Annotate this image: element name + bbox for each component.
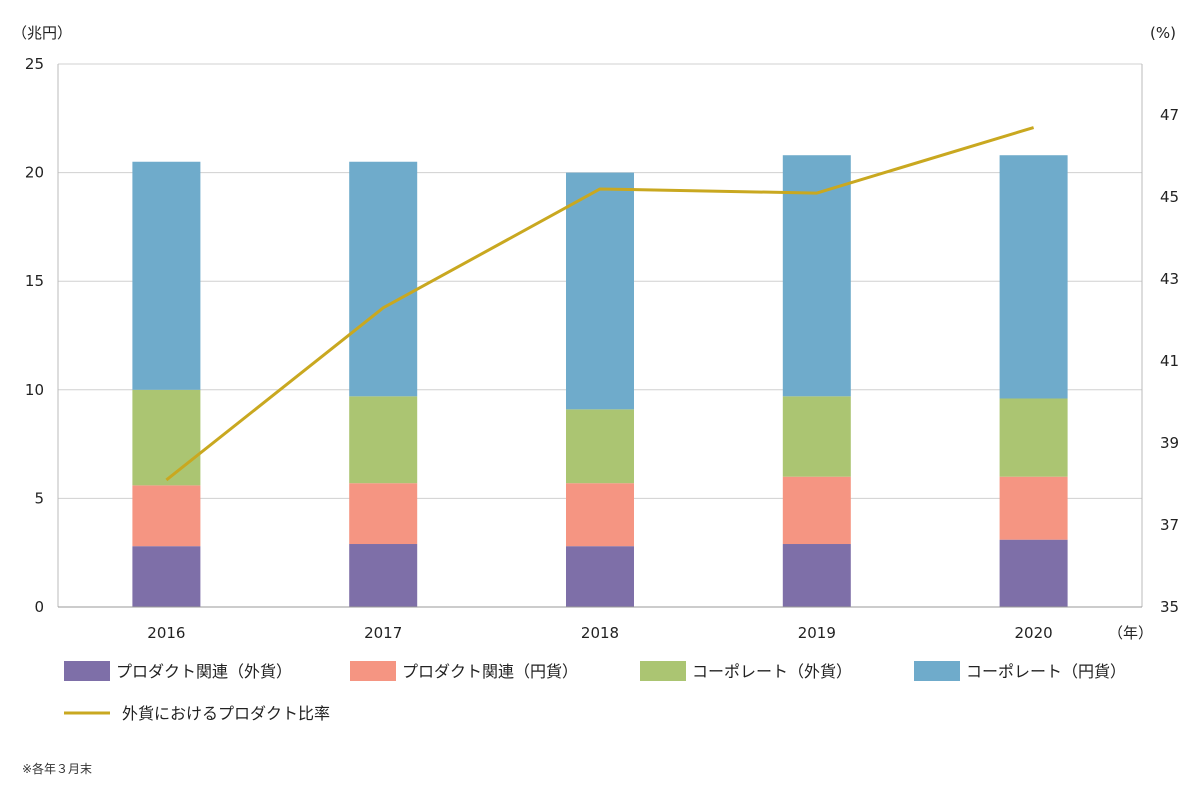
legend-label: プロダクト関連（外貨） bbox=[116, 662, 292, 681]
x-tick-label: 2016 bbox=[147, 624, 185, 642]
bar-segment bbox=[999, 539, 1068, 607]
bar-segment bbox=[132, 161, 201, 390]
axes: 0 5 10 15 20 25 35 37 39 41 43 45 47 （兆円） (%) （年） 2016 20… bbox=[12, 24, 1179, 642]
x-unit: （年） bbox=[1108, 624, 1153, 642]
y-left-tick-label: 20 bbox=[25, 164, 44, 182]
ratio-line bbox=[165, 126, 1035, 482]
x-tick-label: 2018 bbox=[581, 624, 619, 642]
y-right-tick-label: 37 bbox=[1160, 516, 1179, 534]
bar-segment bbox=[132, 485, 201, 547]
footnote: ※各年３月末 bbox=[22, 762, 93, 776]
bar-segment bbox=[566, 483, 634, 547]
legend-label: コーポレート（円貨） bbox=[966, 662, 1126, 681]
y-left-tick-label: 0 bbox=[34, 598, 44, 616]
y-right-tick-label: 39 bbox=[1160, 434, 1179, 452]
y-left-unit: （兆円） bbox=[12, 24, 72, 42]
y-right-tick-label: 43 bbox=[1160, 270, 1179, 288]
y-left-tick-label: 5 bbox=[34, 489, 44, 507]
x-tick-label: 2019 bbox=[798, 624, 836, 642]
y-left-tick-label: 15 bbox=[25, 272, 44, 290]
x-tick-label: 2020 bbox=[1015, 624, 1053, 642]
y-right-unit: (%) bbox=[1150, 24, 1176, 42]
y-right-tick-label: 41 bbox=[1160, 352, 1179, 370]
bar-segment bbox=[132, 546, 201, 607]
bar-segment bbox=[349, 396, 418, 484]
legend-swatch bbox=[64, 661, 110, 681]
bar-segment bbox=[349, 161, 418, 397]
bar-segment bbox=[999, 398, 1068, 477]
bar-stacks bbox=[132, 155, 1068, 607]
bar-segment bbox=[566, 546, 634, 607]
bar-segment bbox=[566, 409, 634, 484]
bar-segment bbox=[782, 396, 851, 477]
bar-segment bbox=[999, 476, 1068, 540]
bar-segment bbox=[349, 483, 418, 545]
legend-label: プロダクト関連（円貨） bbox=[402, 662, 578, 681]
legend-label: コーポレート（外貨） bbox=[692, 662, 852, 681]
bar-segment bbox=[782, 544, 851, 607]
legend-swatch bbox=[350, 661, 396, 681]
bar-segment bbox=[349, 544, 418, 607]
bar-segment bbox=[566, 172, 634, 410]
y-left-tick-label: 10 bbox=[25, 381, 44, 399]
y-right-tick-label: 47 bbox=[1160, 106, 1179, 124]
y-right-tick-label: 35 bbox=[1160, 598, 1179, 616]
legend-label: 外貨におけるプロダクト比率 bbox=[122, 704, 330, 723]
legend-swatch bbox=[914, 661, 960, 681]
bar-segment bbox=[132, 389, 201, 486]
x-tick-label: 2017 bbox=[364, 624, 402, 642]
legend-swatch bbox=[640, 661, 686, 681]
bar-segment bbox=[782, 155, 851, 397]
bar-segment bbox=[999, 155, 1068, 399]
legend: プロダクト関連（外貨） プロダクト関連（円貨） コーポレート（外貨） コーポレート（円… bbox=[64, 661, 1126, 723]
bar-segment bbox=[782, 476, 851, 545]
y-right-tick-label: 45 bbox=[1160, 188, 1179, 206]
y-left-tick-label: 25 bbox=[25, 55, 44, 73]
